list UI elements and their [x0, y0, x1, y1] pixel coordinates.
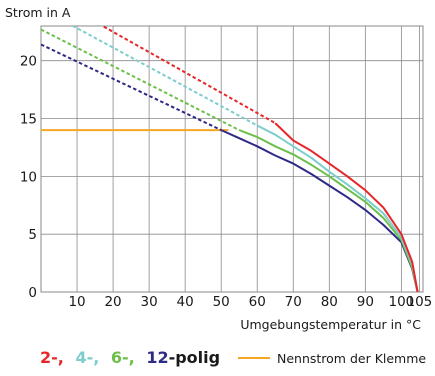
x-tick-label: 10 [68, 294, 85, 310]
y-tick-labels: 0 5 10 15 20 [20, 54, 37, 301]
series-pole6-dashed [41, 28, 240, 131]
x-tick-label: 100 [388, 294, 414, 310]
y-tick-label: 20 [20, 54, 37, 70]
y-axis-label: Strom in A [5, 5, 71, 20]
legend: 2-, 4-, 6-, 12-polig Nennstrom der Klemm… [40, 348, 426, 367]
x-tick-label: 70 [285, 294, 302, 310]
series-pole12-line [220, 129, 419, 292]
x-tick-label: 20 [104, 294, 121, 310]
x-tick-label: 90 [357, 294, 374, 310]
legend-6-pole: 6-, [111, 348, 135, 367]
series-pole2-line [274, 122, 419, 292]
x-tick-label: 40 [177, 294, 194, 310]
legend-4-pole: 4-, [75, 348, 99, 367]
legend-12-pole: 12 [146, 348, 168, 367]
series-pole12-dashed [41, 43, 222, 132]
x-tick-label: 80 [321, 294, 338, 310]
legend-polig-suffix: -polig [169, 348, 221, 367]
series-pole4-line [256, 124, 419, 292]
y-tick-label: 10 [20, 169, 37, 185]
x-tick-label: 60 [249, 294, 266, 310]
x-tick-label: 30 [141, 294, 158, 310]
legend-2-pole: 2-, [40, 348, 64, 367]
y-tick-label: 5 [28, 227, 37, 243]
grid [41, 26, 423, 292]
series-lines [41, 26, 419, 292]
legend-nennstrom-label: Nennstrom der Klemme [277, 351, 426, 366]
series-pole4-dashed [70, 26, 258, 127]
svg-text:2-, 4-, 6-,: 2-, 4-, 6-, 12-polig [40, 348, 220, 367]
y-tick-label: 0 [28, 285, 37, 301]
series-pole2-dashed [100, 26, 276, 124]
series-pole6-line [238, 129, 419, 292]
plot-frame [40, 25, 424, 293]
x-tick-label: 50 [213, 294, 230, 310]
x-axis-label: Umgebungstemperatur in °C [240, 317, 421, 332]
y-tick-label: 15 [20, 112, 37, 128]
x-tick-label: 105 [407, 294, 433, 310]
